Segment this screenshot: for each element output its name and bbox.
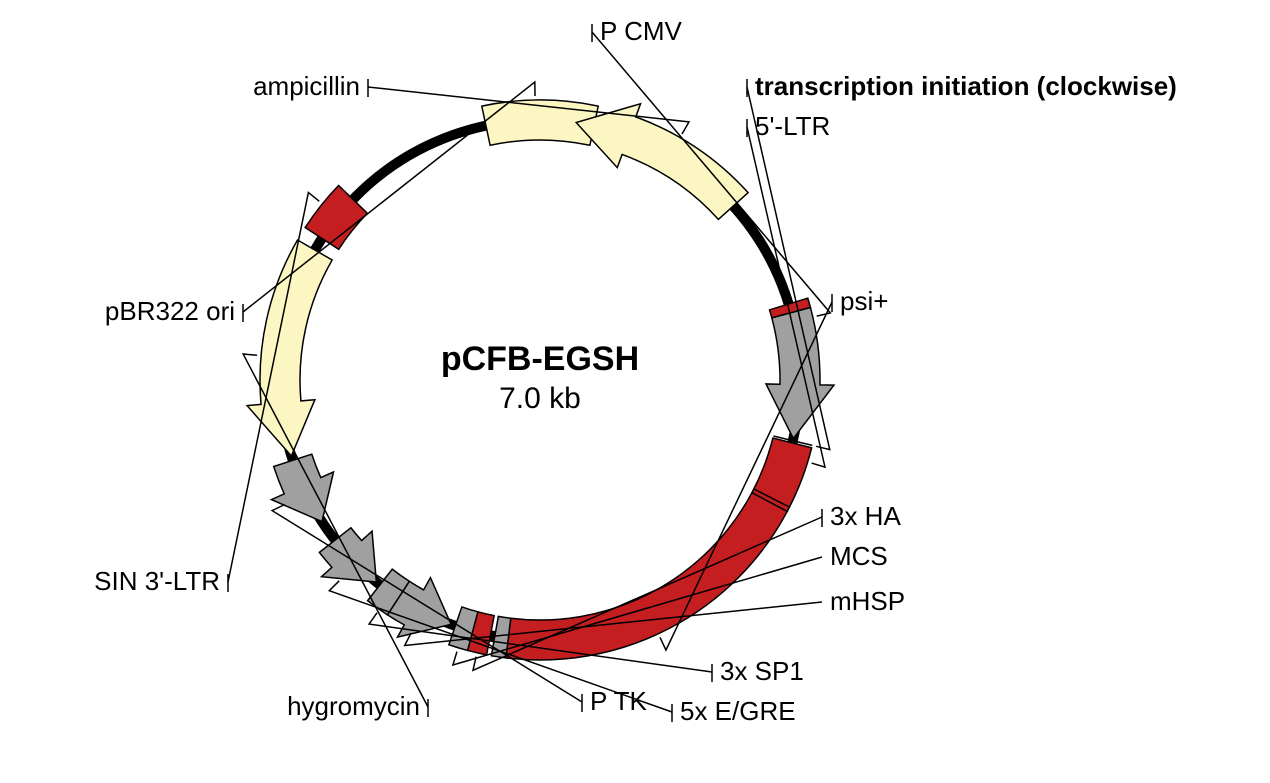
- plasmid-size: 7.0 kb: [499, 382, 581, 415]
- feature-label: mHSP: [830, 586, 905, 616]
- feature-label: psi+: [840, 286, 888, 316]
- feature-label: SIN 3'-LTR: [94, 566, 220, 596]
- feature-label: pBR322 ori: [105, 296, 235, 326]
- feature-label: 5x E/GRE: [680, 696, 796, 726]
- feature-label: transcription initiation (clockwise): [755, 71, 1177, 101]
- feature-label: ampicillin: [253, 71, 360, 101]
- feature-label: hygromycin: [287, 691, 420, 721]
- feature-label: P TK: [590, 686, 648, 716]
- feature-label: 3x SP1: [720, 656, 804, 686]
- plasmid-name: pCFB-EGSH: [441, 340, 639, 378]
- feature-label: 3x HA: [830, 501, 901, 531]
- feature-label: 5'-LTR: [755, 111, 830, 141]
- feature-label: MCS: [830, 541, 888, 571]
- feature-label: P CMV: [600, 16, 683, 46]
